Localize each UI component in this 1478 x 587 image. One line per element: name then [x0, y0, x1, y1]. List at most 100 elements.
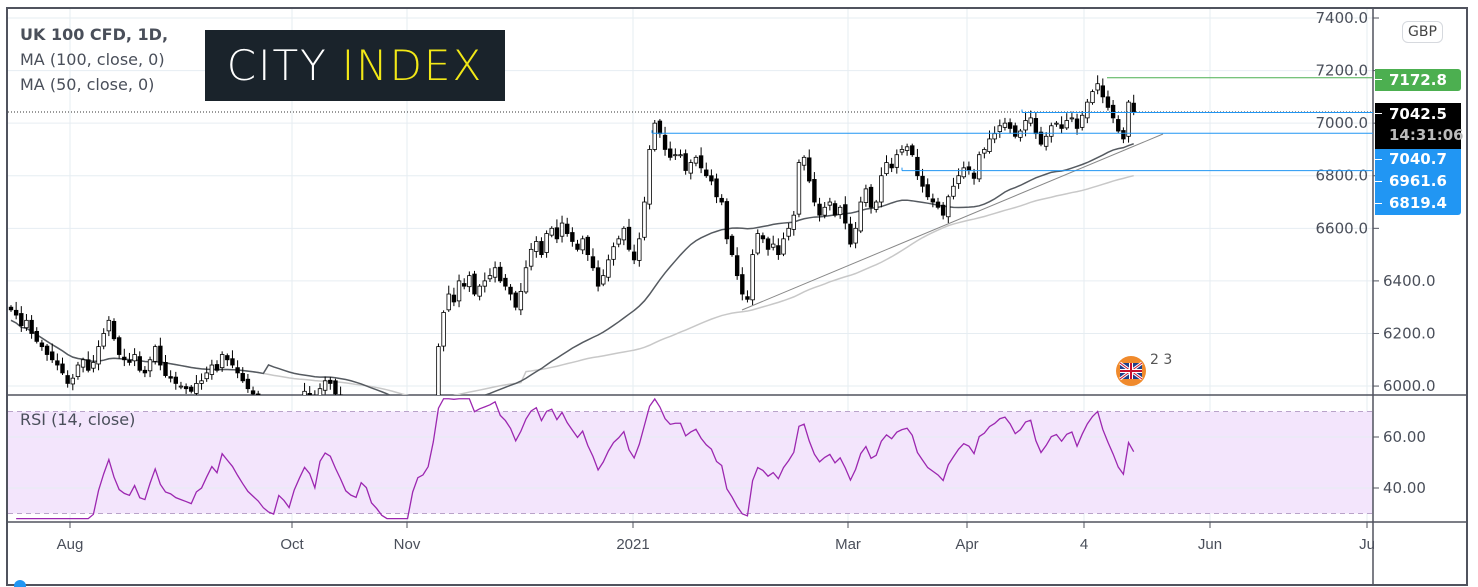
x-tick-label: 4	[1080, 536, 1088, 553]
candle	[786, 223, 791, 241]
candle	[8, 305, 14, 312]
candle-body	[1105, 96, 1111, 108]
candle-body	[570, 232, 575, 242]
candle	[616, 235, 621, 248]
candle-body	[745, 296, 750, 300]
candle	[760, 232, 766, 244]
candle	[781, 232, 786, 257]
candle	[1018, 128, 1023, 142]
candle-body	[194, 383, 199, 394]
candle-body	[729, 235, 735, 256]
candle	[858, 196, 863, 234]
candle-body	[482, 280, 487, 287]
candle-body	[225, 355, 230, 361]
candle	[1038, 126, 1044, 147]
candle	[683, 149, 688, 175]
candle	[977, 151, 982, 183]
candle	[1110, 100, 1116, 124]
candle	[982, 147, 987, 159]
candle-body	[693, 156, 699, 164]
rsi-legend[interactable]: RSI (14, close)	[20, 410, 136, 429]
candle	[822, 202, 827, 219]
candle	[698, 147, 704, 174]
candle-body	[1064, 120, 1069, 129]
candle-body	[523, 267, 529, 293]
candle	[24, 314, 29, 331]
candle-body	[19, 313, 24, 326]
candle	[595, 260, 601, 292]
candle-body	[1131, 102, 1136, 113]
candle-body	[1002, 122, 1008, 128]
candle-body	[977, 154, 982, 180]
candle	[152, 344, 158, 365]
candle	[528, 243, 534, 271]
candle-body	[1054, 122, 1059, 125]
candle	[513, 290, 518, 311]
candle	[745, 290, 750, 303]
candle-body	[595, 267, 601, 287]
candle-body	[132, 354, 137, 362]
candle-body	[245, 378, 251, 390]
candle-body	[647, 149, 652, 205]
legend-ma100[interactable]: MA (100, close, 0)	[20, 50, 165, 69]
candle	[940, 202, 946, 220]
candle	[314, 390, 316, 395]
uk-flag-icon[interactable]	[1116, 356, 1146, 386]
x-tick-label: Mar	[835, 536, 861, 553]
y-tick-label: 6600.0	[1316, 219, 1369, 237]
candle-body	[189, 386, 194, 392]
candle	[142, 366, 148, 378]
candle-body	[997, 125, 1002, 132]
candle-body	[75, 364, 81, 377]
candle-body	[781, 238, 786, 255]
candle-body	[894, 154, 899, 168]
candle-body	[1043, 135, 1049, 147]
candle	[19, 306, 24, 332]
candle-body	[446, 293, 451, 311]
candle-body	[709, 175, 714, 182]
candle	[884, 155, 889, 176]
candle	[729, 234, 735, 257]
candle-body	[539, 241, 544, 256]
candle-body	[1033, 118, 1039, 135]
candle-body	[1095, 83, 1100, 91]
candle	[127, 352, 132, 366]
candle-body	[755, 233, 760, 254]
candle	[894, 149, 899, 174]
rsi-tick-label: 60.00	[1383, 428, 1426, 446]
candle	[559, 215, 565, 243]
candle-body	[111, 320, 117, 340]
candle-body	[657, 120, 663, 135]
candle	[209, 359, 215, 380]
candle-body	[549, 227, 554, 236]
candle	[137, 351, 142, 373]
candle	[44, 343, 50, 361]
candle-body	[616, 238, 621, 245]
trendline	[741, 133, 1164, 311]
candle	[879, 167, 884, 208]
candle	[333, 378, 338, 395]
candle	[508, 284, 513, 301]
candle-body	[987, 138, 992, 152]
candle	[920, 168, 925, 193]
candle	[827, 197, 833, 211]
candle-body	[750, 254, 755, 301]
candle-body	[34, 330, 39, 342]
candle	[199, 373, 204, 390]
candle-body	[86, 359, 91, 371]
candle	[673, 148, 678, 160]
candle	[80, 357, 86, 373]
candle	[889, 157, 894, 173]
candle-body	[91, 361, 96, 369]
currency-button[interactable]: GBP	[1402, 21, 1443, 43]
candle-body	[487, 275, 493, 280]
rsi-band	[8, 411, 1373, 514]
legend-ma50[interactable]: MA (50, close, 0)	[20, 75, 155, 94]
candle	[765, 236, 771, 256]
candle-body	[1059, 124, 1064, 129]
candle-body	[935, 201, 941, 208]
candle-body	[503, 277, 508, 287]
candle-body	[1126, 101, 1131, 137]
candle	[771, 235, 776, 251]
